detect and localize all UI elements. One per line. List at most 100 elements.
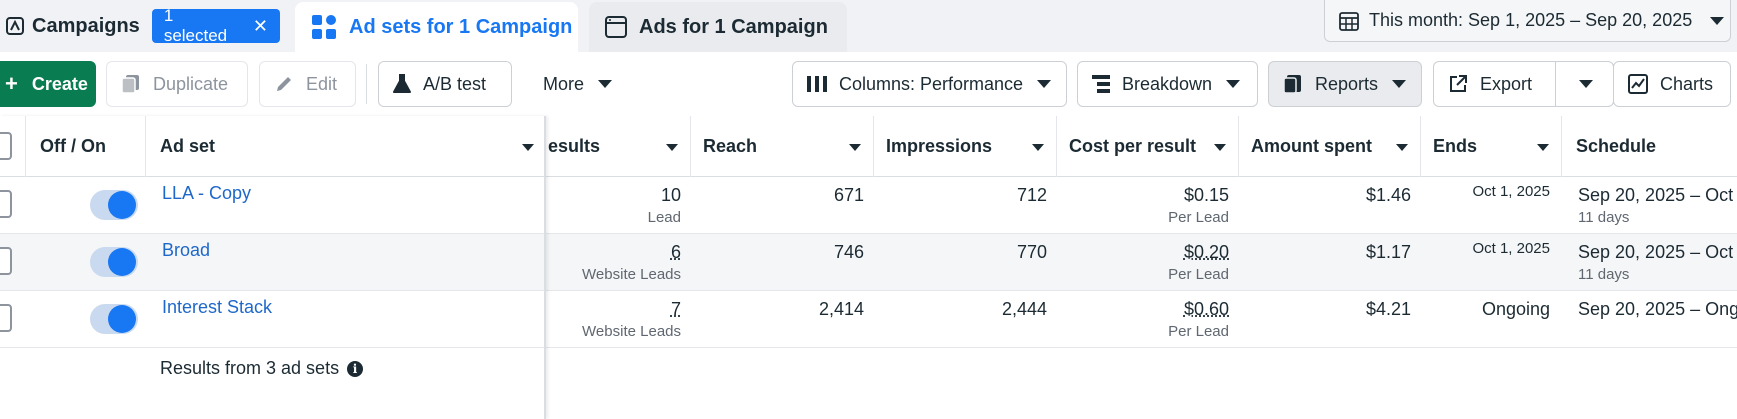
results-summary-label: Results from 3 ad sets	[160, 358, 339, 379]
toolbar-divider	[366, 64, 367, 104]
tab-adsets[interactable]: Ad sets for 1 Campaign	[295, 2, 578, 52]
schedule-value: Sep 20, 2025 – Oct 1	[1578, 185, 1737, 206]
header-results[interactable]: esults	[548, 116, 691, 177]
columns-icon	[807, 76, 827, 92]
reports-icon	[1283, 74, 1303, 94]
results-value[interactable]: 7	[671, 299, 681, 320]
results-type: Lead	[648, 209, 681, 226]
chevron-down-icon	[1037, 80, 1051, 88]
pencil-icon	[274, 74, 294, 94]
header-impressions[interactable]: Impressions	[874, 116, 1057, 177]
impressions-value: 2,444	[1002, 299, 1047, 320]
schedule-duration: 11 days	[1578, 209, 1629, 226]
create-label: Create	[32, 74, 88, 95]
export-divider	[1555, 62, 1556, 106]
ab-test-button[interactable]: A/B test	[378, 61, 512, 107]
tab-ads[interactable]: Ads for 1 Campaign	[589, 2, 847, 52]
sort-caret-icon[interactable]	[1032, 144, 1044, 151]
selected-badge[interactable]: 1 selected ✕	[152, 9, 280, 43]
columns-label: Columns: Performance	[839, 74, 1023, 95]
edit-button[interactable]: Edit	[259, 61, 356, 107]
header-results-label: esults	[548, 136, 600, 157]
cpr-value[interactable]: $0.60	[1184, 299, 1229, 320]
header-cost-per-result[interactable]: Cost per result	[1057, 116, 1239, 177]
tab-adsets-label: Ad sets for 1 Campaign	[349, 16, 572, 39]
cpr-type: Per Lead	[1168, 323, 1229, 340]
tab-campaigns-label: Campaigns	[32, 15, 140, 38]
cpr-value: $0.15	[1184, 185, 1229, 206]
results-summary: Results from 3 ad sets i	[160, 358, 363, 379]
spent-value: $1.17	[1366, 242, 1411, 263]
selected-badge-label: 1 selected	[164, 6, 239, 46]
impressions-value: 712	[1017, 185, 1047, 206]
campaigns-icon	[6, 17, 24, 35]
breakdown-button[interactable]: Breakdown	[1077, 61, 1258, 107]
plus-icon: +	[5, 71, 18, 97]
duplicate-icon	[121, 74, 141, 94]
more-button[interactable]: More	[528, 61, 630, 107]
columns-button[interactable]: Columns: Performance	[792, 61, 1067, 107]
ads-window-icon	[605, 16, 627, 38]
schedule-duration: 11 days	[1578, 266, 1629, 283]
ends-value: Oct 1, 2025	[1472, 240, 1550, 257]
ends-value: Oct 1, 2025	[1472, 183, 1550, 200]
cpr-value[interactable]: $0.20	[1184, 242, 1229, 263]
sort-caret-icon[interactable]	[1396, 144, 1408, 151]
create-button[interactable]: + Create	[0, 61, 96, 107]
sort-caret-icon[interactable]	[1214, 144, 1226, 151]
adsets-grid-icon	[311, 14, 337, 40]
date-range-label: This month: Sep 1, 2025 – Sep 20, 2025	[1369, 10, 1692, 31]
header-cpr-label: Cost per result	[1069, 136, 1196, 157]
toolbar: + Create Duplicate Edit A/B test More Co…	[0, 52, 1737, 116]
reach-value: 671	[834, 185, 864, 206]
spent-value: $4.21	[1366, 299, 1411, 320]
schedule-value: Sep 20, 2025 – Oct 1	[1578, 242, 1737, 263]
breakdown-label: Breakdown	[1122, 74, 1212, 95]
impressions-value: 770	[1017, 242, 1047, 263]
reach-value: 746	[834, 242, 864, 263]
results-type: Website Leads	[582, 323, 681, 340]
adsets-table: Off / On Ad set esults Reach Impressions…	[0, 116, 1737, 419]
chevron-down-icon	[598, 80, 612, 88]
tab-bar: Campaigns 1 selected ✕ Ad sets for 1 Cam…	[0, 0, 1737, 52]
info-icon[interactable]: i	[347, 361, 363, 377]
header-spent-label: Amount spent	[1251, 136, 1372, 157]
header-schedule-label: Schedule	[1576, 136, 1656, 157]
header-amount-spent[interactable]: Amount spent	[1239, 116, 1421, 177]
export-label: Export	[1480, 74, 1532, 95]
reports-button[interactable]: Reports	[1268, 61, 1422, 107]
sort-caret-icon[interactable]	[1537, 144, 1549, 151]
cpr-type: Per Lead	[1168, 266, 1229, 283]
breakdown-icon	[1092, 75, 1110, 93]
header-ends[interactable]: Ends	[1421, 116, 1562, 177]
export-dropdown-chevron-icon[interactable]	[1579, 80, 1593, 88]
calendar-icon	[1339, 11, 1359, 31]
spent-value: $1.46	[1366, 185, 1411, 206]
more-label: More	[543, 74, 584, 95]
edit-label: Edit	[306, 74, 337, 95]
tab-campaigns[interactable]: Campaigns 1 selected ✕	[0, 0, 280, 52]
sort-caret-icon[interactable]	[666, 144, 678, 151]
header-reach[interactable]: Reach	[691, 116, 874, 177]
chart-icon	[1628, 74, 1648, 94]
header-ends-label: Ends	[1433, 136, 1477, 157]
chevron-down-icon	[1392, 80, 1406, 88]
flask-icon	[393, 74, 411, 94]
header-schedule[interactable]: Schedule	[1562, 116, 1737, 177]
chevron-down-icon	[1710, 17, 1724, 25]
header-reach-label: Reach	[703, 136, 757, 157]
chevron-down-icon	[1226, 80, 1240, 88]
sort-caret-icon[interactable]	[849, 144, 861, 151]
charts-button[interactable]: Charts	[1613, 61, 1731, 107]
cpr-type: Per Lead	[1168, 209, 1229, 226]
results-type: Website Leads	[582, 266, 681, 283]
close-icon[interactable]: ✕	[253, 16, 268, 37]
charts-label: Charts	[1660, 74, 1713, 95]
duplicate-label: Duplicate	[153, 74, 228, 95]
tab-ads-label: Ads for 1 Campaign	[639, 16, 828, 39]
duplicate-button[interactable]: Duplicate	[106, 61, 248, 107]
export-button[interactable]: Export	[1433, 61, 1614, 107]
results-value[interactable]: 6	[671, 242, 681, 263]
date-range-picker[interactable]: This month: Sep 1, 2025 – Sep 20, 2025	[1324, 0, 1731, 42]
schedule-value: Sep 20, 2025 – Ongo	[1578, 299, 1737, 320]
